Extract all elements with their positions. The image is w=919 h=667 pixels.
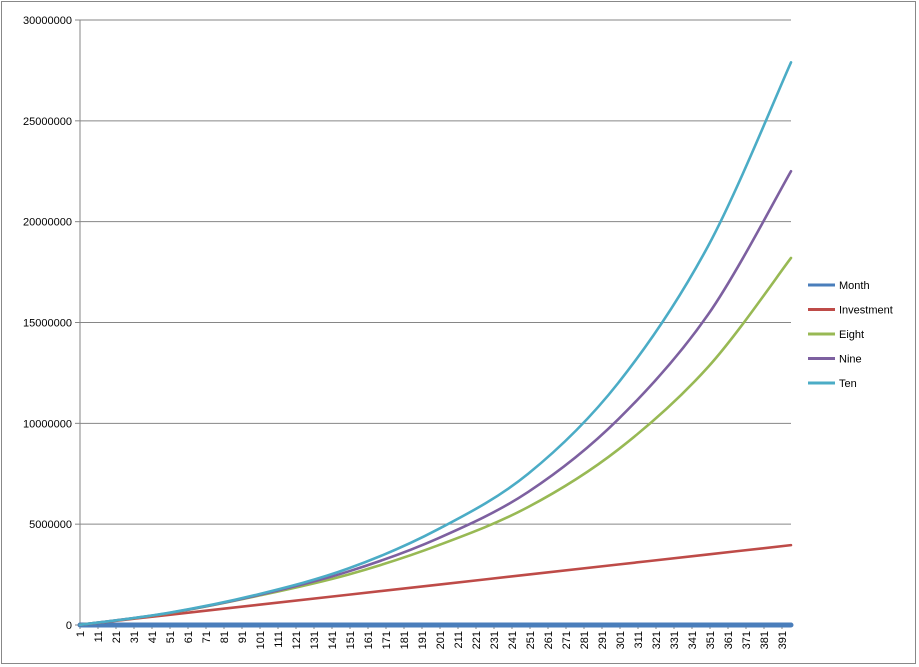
x-tick-label: 351 — [705, 631, 717, 649]
x-tick-label: 161 — [363, 631, 375, 649]
x-tick-label: 331 — [669, 631, 681, 649]
x-tick-label: 291 — [597, 631, 609, 649]
x-tick-label: 371 — [741, 631, 753, 649]
legend: Month Investment Eight Nine Ten — [808, 280, 893, 390]
x-tick-label: 101 — [255, 631, 267, 649]
x-tick-label: 361 — [723, 631, 735, 649]
y-axis-tick-labels: 0 5000000 10000000 15000000 20000000 25000000… — [23, 15, 72, 632]
x-tick-label: 41 — [147, 631, 159, 643]
x-tick-label: 241 — [507, 631, 519, 649]
x-tick-label: 221 — [471, 631, 483, 649]
y-tick-label: 25000000 — [23, 116, 72, 128]
series-line-eight — [78, 256, 793, 627]
axes — [75, 19, 791, 629]
x-tick-label: 341 — [687, 631, 699, 649]
x-tick-label: 391 — [777, 631, 789, 649]
x-tick-label: 271 — [561, 631, 573, 649]
x-tick-label: 21 — [111, 631, 123, 643]
x-tick-label: 381 — [759, 631, 771, 649]
legend-label-nine: Nine — [839, 354, 862, 366]
legend-label-month: Month — [839, 280, 870, 292]
x-tick-label: 1 — [75, 631, 87, 637]
x-tick-label: 111 — [273, 631, 285, 648]
x-tick-label: 31 — [129, 631, 141, 643]
x-tick-label: 311 — [633, 631, 645, 649]
y-tick-label: 20000000 — [23, 217, 72, 229]
x-tick-label: 321 — [651, 631, 663, 649]
x-tick-label: 261 — [543, 631, 555, 649]
x-tick-label: 211 — [453, 631, 465, 649]
y-tick-label: 0 — [66, 620, 72, 632]
x-tick-label: 201 — [435, 631, 447, 649]
y-tick-label: 10000000 — [23, 418, 72, 430]
x-tick-label: 121 — [291, 631, 303, 649]
legend-label-ten: Ten — [839, 378, 857, 390]
series-line-investment — [78, 543, 793, 627]
x-tick-label: 91 — [237, 631, 249, 643]
x-tick-label: 281 — [579, 631, 591, 649]
y-tick-label: 30000000 — [23, 15, 72, 27]
x-tick-label: 171 — [381, 631, 393, 649]
x-tick-label: 251 — [525, 631, 537, 649]
x-tick-label: 71 — [201, 631, 213, 643]
x-tick-label: 51 — [165, 631, 177, 643]
x-tick-label: 191 — [417, 631, 429, 649]
x-tick-label: 11 — [93, 631, 105, 642]
gridlines — [80, 19, 791, 525]
x-tick-label: 141 — [327, 631, 339, 649]
x-tick-label: 181 — [399, 631, 411, 649]
x-axis-tick-labels: 1 11 21 31 41 51 61 71 81 91 101 111 121 131 141 151 161… — [75, 631, 789, 649]
x-tick-label: 231 — [489, 631, 501, 649]
x-tick-label: 151 — [345, 631, 357, 649]
legend-label-eight: Eight — [839, 329, 864, 341]
x-tick-label: 81 — [219, 631, 231, 643]
y-tick-label: 5000000 — [29, 519, 72, 531]
x-tick-label: 61 — [183, 631, 195, 643]
legend-label-investment: Investment — [839, 305, 893, 317]
series-lines — [77, 61, 794, 628]
y-tick-label: 15000000 — [23, 318, 72, 330]
x-tick-label: 301 — [615, 631, 627, 649]
series-line-ten — [78, 61, 793, 627]
x-tick-label: 131 — [309, 631, 321, 649]
